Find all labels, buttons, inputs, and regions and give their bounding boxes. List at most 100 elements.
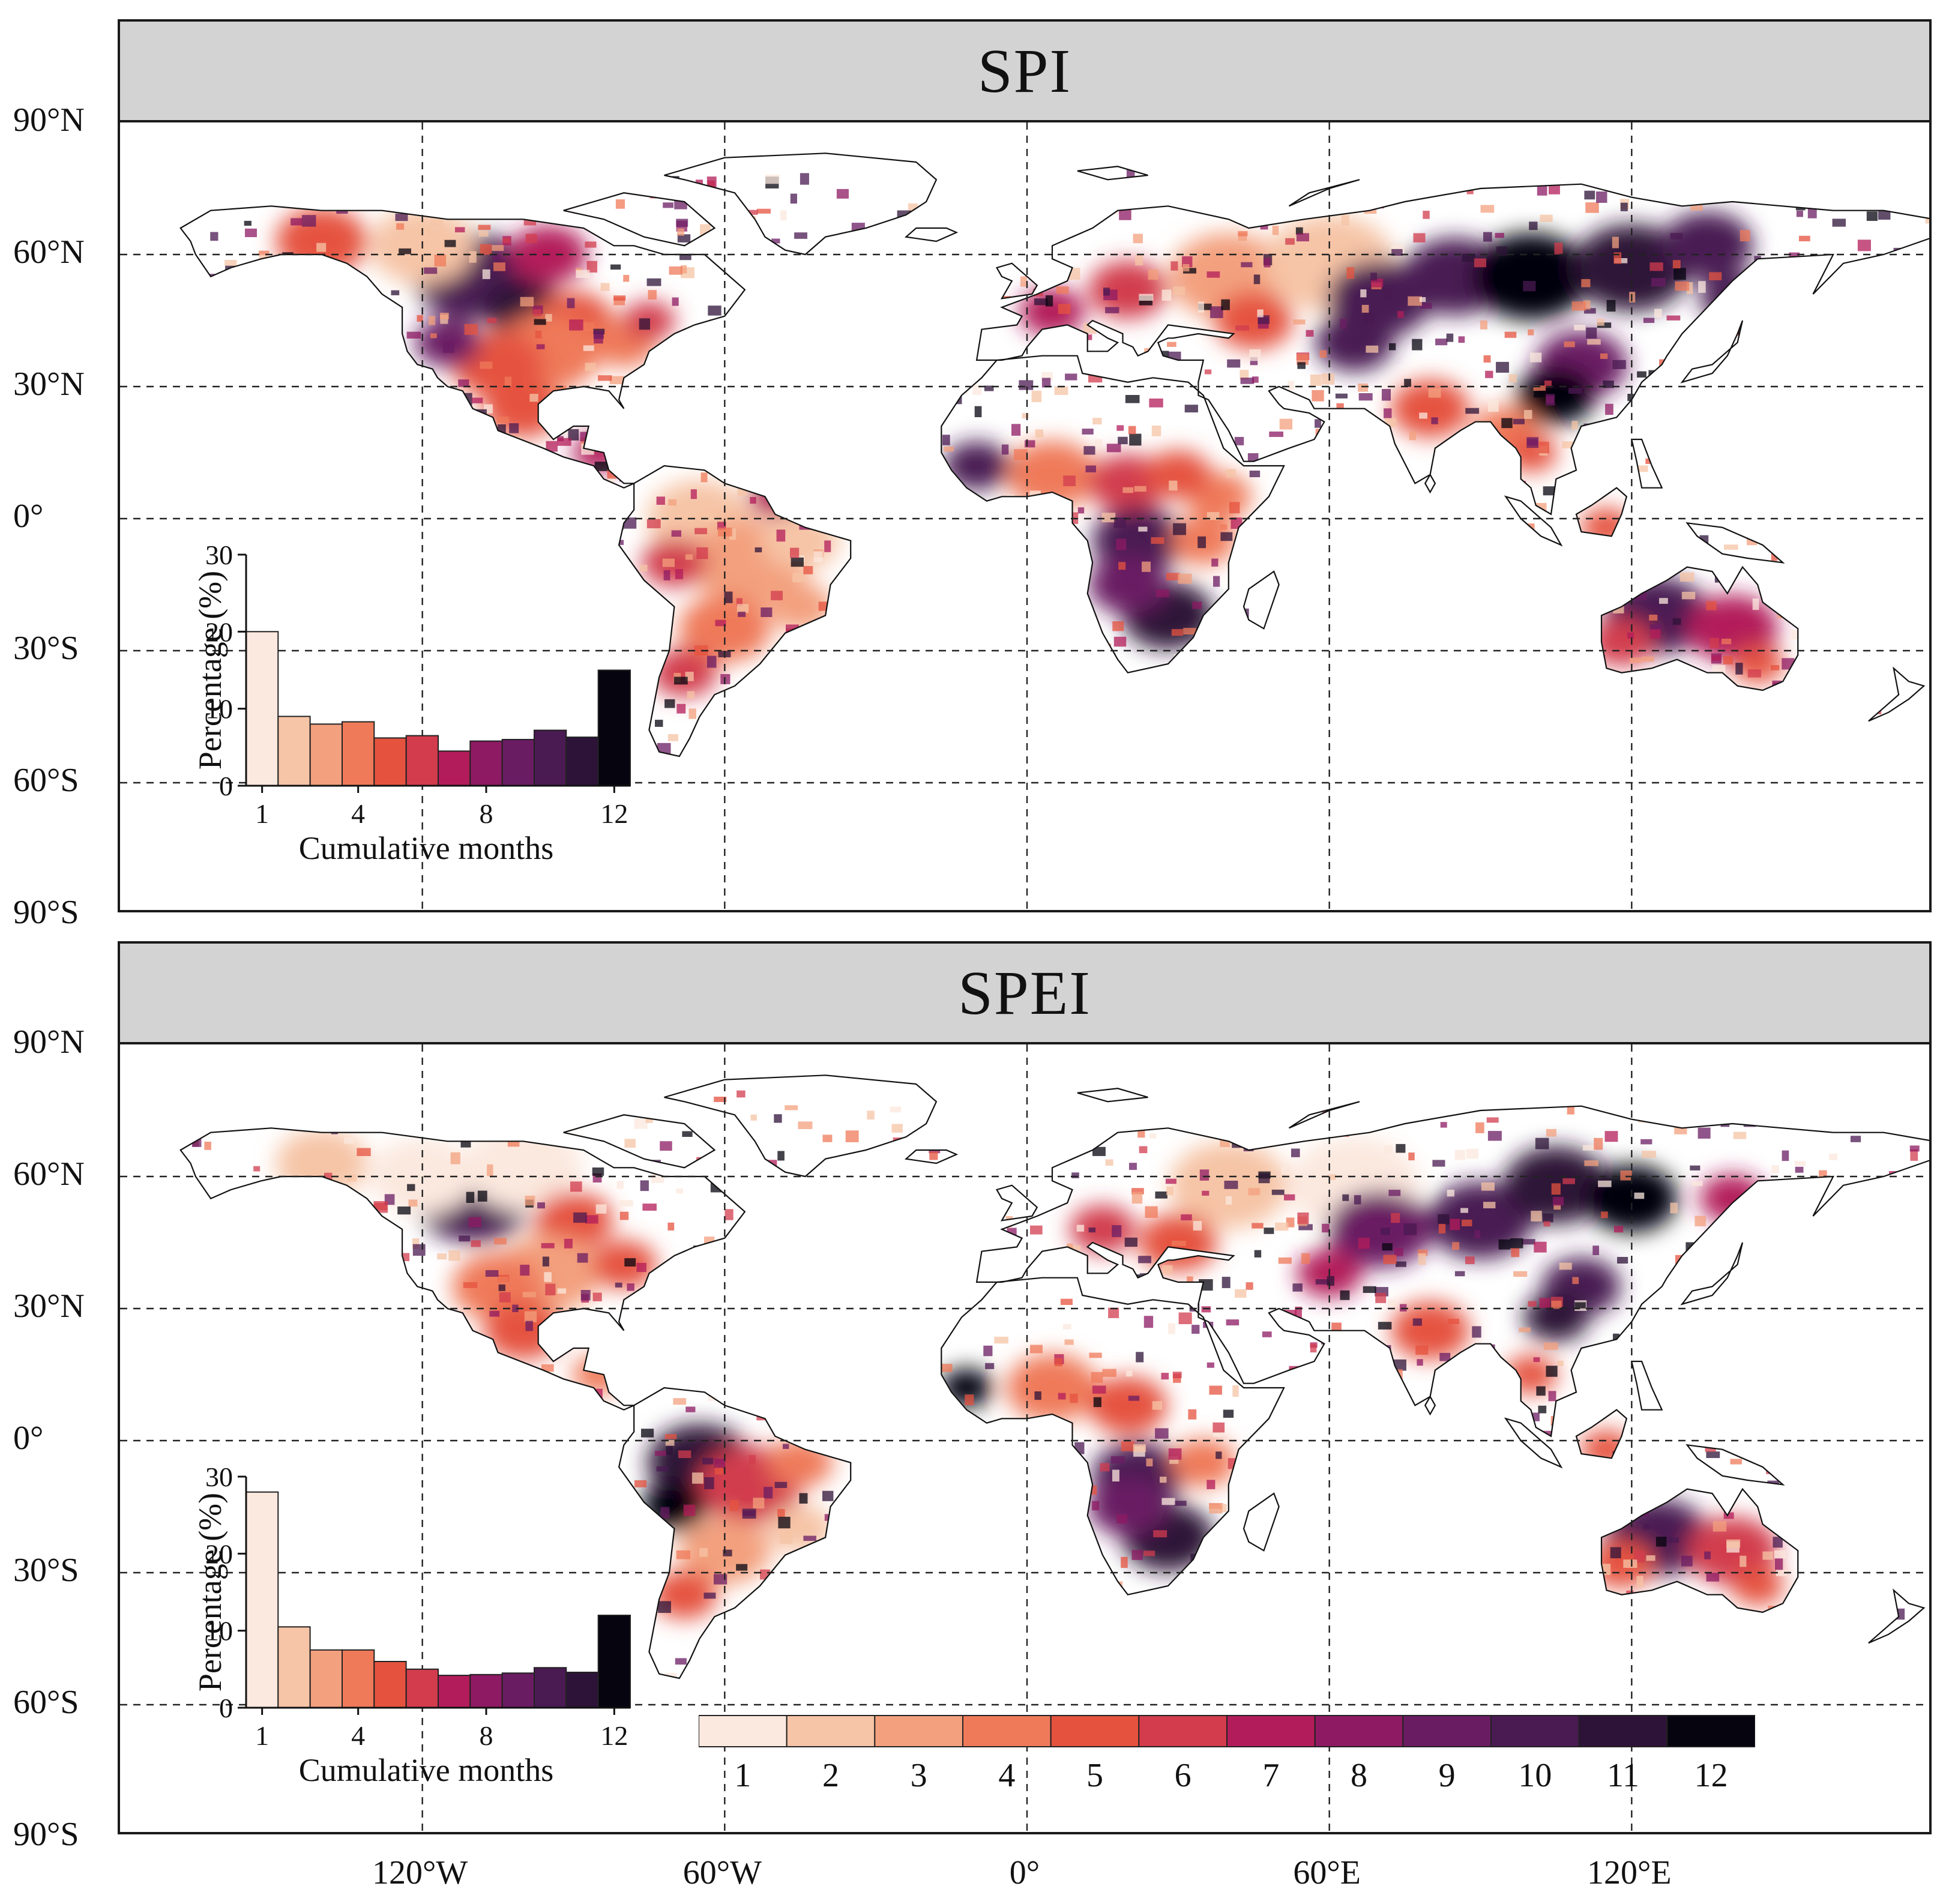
latitude-label: 30°N [13, 1288, 85, 1325]
legend-label: 12 [1694, 1757, 1728, 1794]
histogram-bar [373, 1661, 407, 1708]
histogram-bar [469, 740, 503, 787]
latitude-label: 90°N [13, 1023, 85, 1061]
histogram-bar [342, 721, 375, 786]
map-spei: 0 10 20 30 1 4 8 12 Cumulative months Percentage … [118, 1042, 1932, 1834]
histogram-ytick-label: 20 [205, 1538, 233, 1569]
histogram-bar [342, 1649, 375, 1709]
latitude-label: 30°S [13, 1552, 79, 1589]
legend-swatch [1402, 1715, 1492, 1747]
legend-label: 2 [822, 1757, 839, 1794]
legend-label: 6 [1174, 1757, 1191, 1794]
legend-label: 3 [910, 1757, 927, 1794]
histogram-bar [469, 1674, 503, 1708]
latitude-label: 0° [13, 498, 44, 535]
histogram-xtick-label: 12 [600, 798, 628, 829]
latitude-label: 0° [13, 1420, 44, 1457]
histogram-ytick-label: 30 [205, 540, 233, 570]
histogram-ylabel: Percentage (%) [192, 1493, 228, 1692]
histogram-bar [565, 1672, 599, 1708]
legend-label: 11 [1607, 1757, 1639, 1794]
histogram-bar [597, 669, 631, 786]
histogram-xtick-label: 1 [255, 798, 269, 829]
graticule [120, 1044, 1929, 1832]
legend-label: 4 [998, 1757, 1016, 1794]
legend-swatch [1490, 1715, 1580, 1747]
histogram-xtick-label: 1 [255, 1720, 269, 1751]
histogram-bar [438, 750, 471, 787]
histogram-bar [277, 1626, 311, 1709]
histogram-bar [246, 631, 279, 787]
panel-title-strip-spi: SPI [118, 19, 1932, 122]
histogram-inset: 0 10 20 30 1 4 8 12 Cumulative months Percentage … [192, 1462, 631, 1788]
histogram-xlabel: Cumulative months [299, 1752, 554, 1788]
legend-swatch [786, 1715, 876, 1747]
legend-label: 9 [1438, 1757, 1456, 1794]
latitude-label: 90°S [13, 1816, 79, 1853]
latitude-label: 90°S [13, 894, 79, 931]
legend-swatch [1050, 1715, 1140, 1747]
map-spi: 0 10 20 30 1 4 8 12 Cumulative months Percentage … [118, 120, 1932, 912]
histogram-inset: 0 10 20 30 1 4 8 12 Cumulative months Percentage … [192, 540, 631, 866]
legend-swatch [1138, 1715, 1228, 1747]
histogram-axes [245, 555, 630, 787]
longitude-label: 60°E [1293, 1854, 1361, 1891]
histogram-bar [565, 737, 599, 786]
histogram-xtick-label: 8 [480, 1720, 493, 1751]
histogram-ytick-label: 30 [205, 1462, 233, 1492]
graticule [120, 122, 1929, 910]
panel-title-spei: SPEI [958, 958, 1091, 1028]
legend-label: 1 [734, 1757, 752, 1794]
legend-swatch [1314, 1715, 1404, 1747]
legend-swatch [874, 1715, 963, 1747]
latitude-label: 60°S [13, 762, 79, 799]
legend-swatch [1666, 1715, 1755, 1747]
histogram-axes [245, 1477, 630, 1709]
histogram-bar [534, 729, 567, 787]
legend-swatch [699, 1715, 788, 1747]
histogram-xtick-label: 4 [351, 1720, 365, 1751]
histogram-bar [438, 1675, 471, 1709]
color-legend [699, 1715, 1755, 1747]
histogram-ytick-label: 0 [219, 1693, 233, 1723]
histogram-bar [309, 1649, 343, 1709]
histogram-ytick-label: 10 [205, 1616, 233, 1646]
histogram-bar [501, 1672, 535, 1709]
histogram-bar [246, 1491, 279, 1708]
legend-label: 7 [1262, 1757, 1280, 1794]
histogram-bar [309, 723, 343, 786]
histogram-ytick-label: 0 [219, 771, 233, 801]
latitude-label: 60°S [13, 1684, 79, 1721]
panel-title-strip-spei: SPEI [118, 941, 1932, 1044]
histogram-xlabel: Cumulative months [299, 830, 554, 866]
legend-label: 5 [1086, 1757, 1103, 1794]
latitude-label: 60°N [13, 1155, 85, 1193]
legend-swatch [1578, 1715, 1668, 1747]
histogram-xtick-label: 8 [480, 798, 493, 829]
histogram-bar [277, 716, 311, 786]
legend-swatch [1226, 1715, 1316, 1747]
histogram-bar [373, 737, 407, 786]
histogram-bar [501, 739, 535, 786]
histogram-bar [405, 1668, 439, 1708]
latitude-label: 90°N [13, 101, 85, 139]
legend-label: 10 [1518, 1757, 1552, 1794]
histogram-bar [597, 1615, 631, 1708]
longitude-label: 0° [1009, 1854, 1040, 1891]
legend-swatch [962, 1715, 1052, 1747]
histogram-bar [405, 735, 439, 787]
latitude-label: 30°N [13, 366, 85, 403]
histogram-ytick-label: 10 [205, 694, 233, 725]
longitude-label: 120°E [1587, 1854, 1672, 1891]
longitude-label: 60°W [682, 1854, 762, 1891]
coastlines [179, 152, 1929, 758]
histogram-xtick-label: 12 [600, 1720, 628, 1751]
panel-title-spi: SPI [977, 36, 1072, 106]
histogram-bar [534, 1667, 567, 1708]
longitude-label: 120°W [372, 1854, 468, 1891]
histogram-ytick-label: 20 [205, 616, 233, 647]
histogram-xtick-label: 4 [351, 798, 365, 829]
